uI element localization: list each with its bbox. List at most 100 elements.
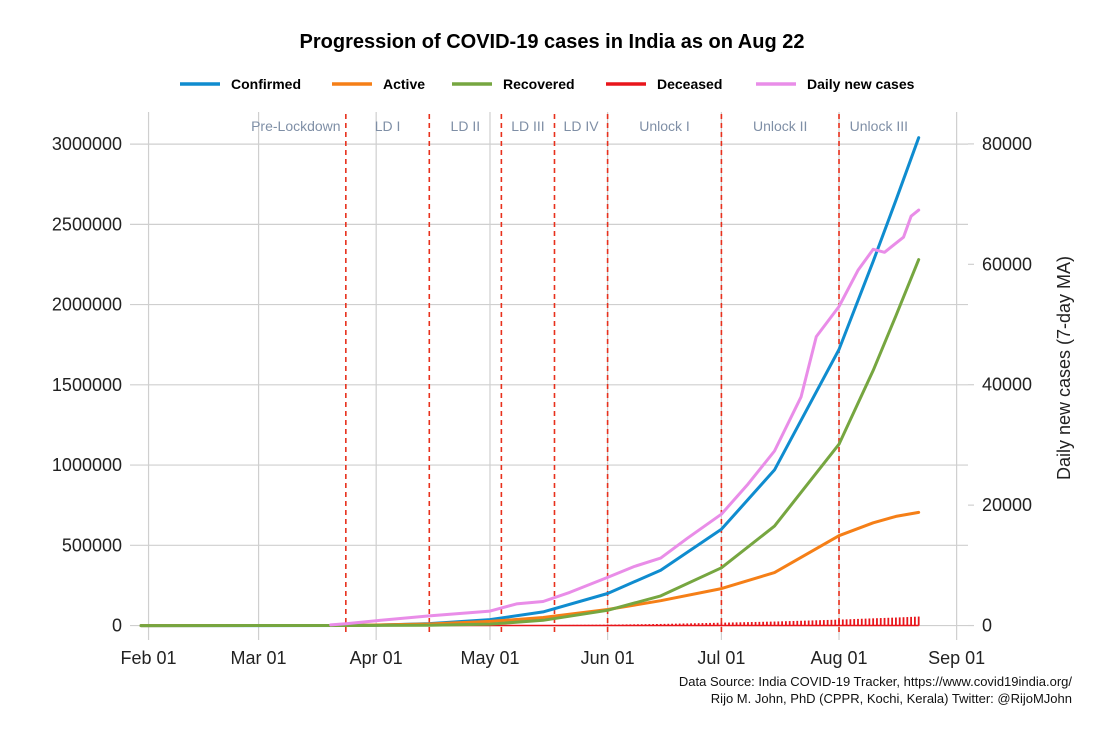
x-tick-label: Mar 01 [231,648,287,668]
y-left-tick-label: 2500000 [52,214,122,234]
legend-label-active: Active [383,76,425,92]
y-left-tick-label: 0 [112,616,122,636]
deceased-bar [781,621,784,626]
phase-label: LD III [511,118,544,134]
grid [130,112,974,640]
deceased-bar [910,616,912,626]
x-tick-label: Apr 01 [350,648,403,668]
deceased-bar [701,623,704,626]
deceased-bar [819,620,821,626]
y-right-tick-label: 20000 [982,495,1032,515]
deceased-bar [769,621,772,626]
deceased-bar [849,619,852,626]
deceased-bar [898,617,901,626]
legend-label-daily-new-cases: Daily new cases [807,76,915,92]
deceased-bar [735,622,738,626]
deceased-bar [902,617,905,626]
deceased-bar [838,619,840,626]
deceased-bar [803,620,806,626]
series-line-daily-new-cases [329,208,921,627]
deceased-bar [906,617,909,626]
deceased-bar [811,620,814,626]
deceased-bar [686,623,689,626]
deceased-bar [709,622,711,626]
phase-markers: Pre-Lockdown LD I LD II LD III LD IV Unlock I… [251,114,908,636]
source-line-1: Data Source: India COVID-19 Tracker, htt… [679,674,1072,689]
y-right-axis-label: Daily new cases (7-day MA) [1054,256,1074,480]
deceased-bar [773,621,776,626]
deceased-bar [887,617,890,626]
deceased-bar [705,623,708,626]
deceased-bar [864,618,867,626]
deceased-bar [671,623,673,626]
deceased-bar [845,619,848,626]
deceased-bar [826,619,829,626]
legend: Confirmed Active Recovered Deceased Daily ne… [180,76,915,92]
deceased-bar [712,622,715,626]
deceased-bar [857,618,859,626]
series-line-active [139,510,921,628]
deceased-bar [754,621,757,626]
axes: 0 500000 1000000 1500000 2000000 2500000 30000… [52,134,1032,668]
phase-label: Unlock II [753,118,807,134]
deceased-bar [883,617,886,626]
y-left-tick-label: 500000 [62,535,122,555]
phase-label: Unlock III [850,118,908,134]
deceased-bar [678,623,681,626]
deceased-bar [766,621,768,626]
x-tick-label: Sep 01 [928,648,985,668]
deceased-bar [693,623,696,626]
series-line-recovered [139,258,921,628]
deceased-bar [917,616,920,626]
deceased-bar [815,620,818,626]
y-right-tick-label: 0 [982,616,992,636]
deceased-bar [891,617,894,626]
series-line-confirmed [139,136,921,628]
deceased-bar [860,618,863,626]
deceased-bar [879,618,882,626]
deceased-bar [777,621,780,626]
deceased-bar [792,620,795,626]
deceased-bar [728,622,730,626]
deceased-bar [750,622,753,626]
x-tick-label: Aug 01 [810,648,867,668]
phase-label: Unlock I [639,118,690,134]
phase-label: Pre-Lockdown [251,118,341,134]
x-tick-label: Feb 01 [121,648,177,668]
deceased-bar [762,621,765,626]
x-tick-label: May 01 [460,648,519,668]
phase-label: LD I [375,118,401,134]
y-left-tick-label: 2000000 [52,295,122,315]
deceased-bar [822,620,825,626]
deceased-bar [876,618,878,626]
y-right-tick-label: 40000 [982,375,1032,395]
deceased-bar [868,618,871,626]
phase-label: LD IV [564,118,600,134]
deceased-bar [659,623,662,626]
deceased-bar [747,622,749,626]
deceased-bar [830,619,833,626]
deceased-bar [758,621,761,626]
y-left-tick-label: 1500000 [52,375,122,395]
x-tick-label: Jul 01 [697,648,745,668]
chart-title: Progression of COVID-19 cases in India a… [300,31,805,53]
deceased-bar [656,624,658,626]
legend-label-confirmed: Confirmed [231,76,301,92]
deceased-bar [739,622,742,626]
deceased-bar [682,623,685,626]
deceased-bar [895,617,897,626]
deceased-bar [720,622,723,626]
deceased-bar [716,622,719,626]
deceased-bar [872,618,875,626]
x-tick-label: Jun 01 [581,648,635,668]
deceased-bar [800,620,802,626]
phase-label: LD II [451,118,481,134]
y-right-tick-label: 60000 [982,254,1032,274]
series-lines [139,136,921,628]
deceased-bar [785,621,787,626]
deceased-bar [731,622,734,626]
deceased-bar [667,623,670,626]
deceased-bar [796,620,799,626]
deceased-bar [690,623,692,626]
